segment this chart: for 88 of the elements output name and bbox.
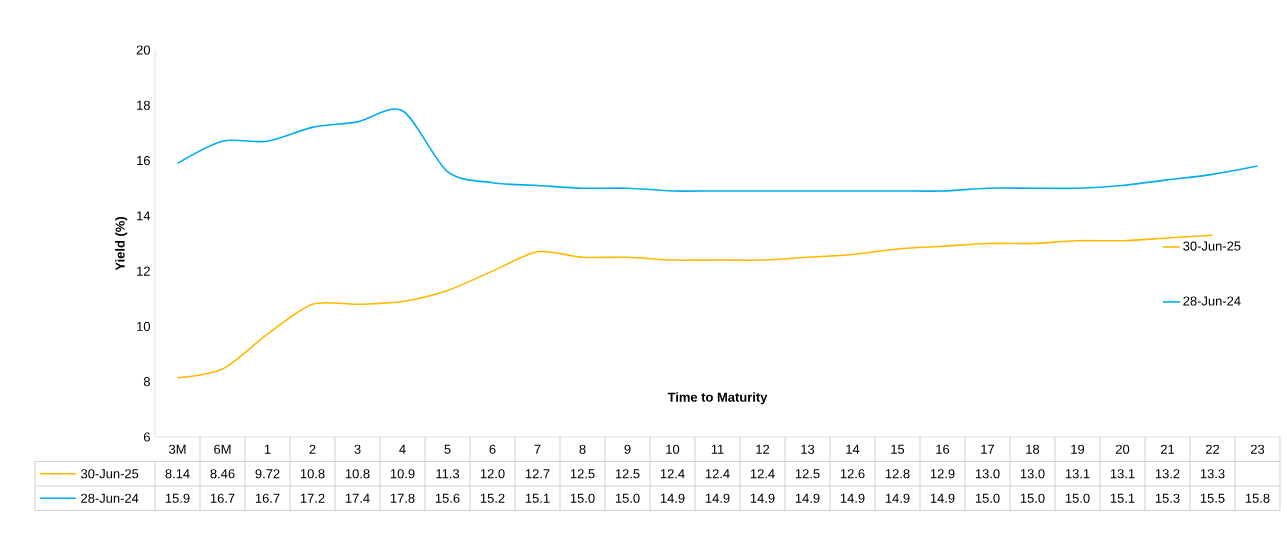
data-label: 13.0 — [1020, 469, 1045, 479]
data-label: 14.9 — [930, 493, 955, 503]
data-label: 15.1 — [525, 493, 550, 503]
data-label: 17.2 — [300, 493, 325, 503]
data-label: 14.9 — [660, 493, 685, 503]
x-tick-label: 3 — [354, 444, 361, 454]
data-label: 14.9 — [705, 493, 730, 503]
data-label: 10.9 — [390, 469, 415, 479]
x-tick-label: 20 — [1115, 444, 1130, 454]
x-tick-label: 9 — [624, 444, 631, 454]
data-label: 12.6 — [840, 469, 865, 479]
data-label: 15.0 — [1065, 493, 1090, 503]
data-label: 17.8 — [390, 493, 415, 503]
data-label: 15.2 — [480, 493, 505, 503]
data-label: 14.9 — [795, 493, 820, 503]
data-label: 15.6 — [435, 493, 460, 503]
legend-label: 28-Jun-24 — [1183, 296, 1241, 306]
data-label: 15.3 — [1155, 493, 1180, 503]
y-tick-label: 8 — [143, 377, 150, 387]
x-tick-label: 12 — [756, 444, 770, 454]
x-tick-label: 22 — [1205, 444, 1220, 454]
data-label: 9.72 — [255, 469, 280, 479]
x-tick-label: 8 — [579, 444, 586, 454]
data-label: 12.5 — [795, 469, 820, 479]
legend-label: 30-Jun-25 — [1183, 241, 1241, 251]
data-label: 12.9 — [930, 469, 955, 479]
y-tick-label: 14 — [137, 211, 151, 221]
data-label: 10.8 — [345, 469, 370, 479]
x-tick-label: 13 — [801, 444, 815, 454]
data-label: 14.9 — [750, 493, 775, 503]
y-tick-label: 16 — [137, 155, 150, 166]
data-label: 12.4 — [705, 469, 730, 479]
data-label: 13.1 — [1065, 469, 1090, 479]
data-label: 15.0 — [615, 493, 640, 503]
x-tick-label: 14 — [846, 444, 860, 454]
data-label: 12.4 — [750, 469, 775, 479]
data-label: 17.4 — [345, 493, 370, 503]
x-tick-label: 7 — [534, 444, 541, 454]
x-tick-label: 6 — [489, 444, 496, 454]
data-label: 12.4 — [660, 469, 685, 479]
x-tick-label: 19 — [1071, 444, 1085, 454]
text: 30-Jun-25 — [81, 469, 139, 479]
data-label: 11.3 — [436, 469, 460, 479]
x-tick-label: 10 — [666, 444, 680, 454]
text: 28-Jun-24 — [81, 493, 139, 503]
data-label: 13.2 — [1155, 469, 1180, 479]
x-tick-label: 16 — [936, 444, 950, 454]
x-tick-label: 1 — [264, 444, 271, 454]
x-tick-label: 4 — [399, 444, 406, 454]
y-tick-label: 10 — [137, 321, 150, 331]
y-axis-title: Yield (%) — [115, 217, 128, 271]
data-label: 15.0 — [570, 493, 595, 503]
data-label: 10.8 — [300, 469, 325, 479]
x-tick-label: 5 — [444, 444, 451, 454]
data-label: 15.5 — [1200, 493, 1225, 503]
data-label: 12.5 — [615, 469, 640, 479]
data-label: 15.0 — [975, 493, 1000, 503]
x-tick-label: 15 — [891, 444, 905, 454]
data-label: 8.46 — [210, 469, 235, 479]
x-tick-label: 11 — [711, 444, 724, 454]
data-label: 12.7 — [525, 469, 550, 479]
data-label: 14.9 — [885, 493, 910, 503]
x-tick-label: 23 — [1250, 444, 1265, 454]
data-label: 13.0 — [975, 469, 1000, 479]
data-label: 12.0 — [480, 469, 505, 479]
x-tick-label: 21 — [1160, 444, 1175, 454]
data-label: 16.7 — [255, 493, 280, 503]
x-tick-label: 3M — [169, 444, 186, 454]
y-tick-label: 20 — [136, 45, 150, 55]
x-tick-label: 2 — [309, 444, 316, 454]
y-tick-label: 18 — [137, 100, 150, 110]
data-label: 15.1 — [1110, 493, 1135, 503]
y-tick-label: 6 — [143, 432, 150, 442]
x-axis-title: Time to Maturity — [667, 392, 768, 405]
data-label: 15.0 — [1020, 493, 1045, 503]
data-label: 12.5 — [570, 469, 595, 479]
data-label: 15.9 — [165, 493, 190, 503]
data-label: 16.7 — [210, 493, 235, 503]
y-tick-label: 12 — [137, 266, 150, 276]
data-label: 15.8 — [1245, 493, 1270, 503]
data-label: 8.14 — [165, 469, 190, 479]
x-tick-label: 17 — [981, 444, 995, 454]
data-label: 13.1 — [1110, 469, 1135, 479]
x-tick-label: 18 — [1026, 444, 1040, 454]
data-label: 14.9 — [840, 493, 865, 503]
data-label: 13.3 — [1200, 469, 1225, 479]
data-label: 12.8 — [885, 469, 910, 479]
x-tick-label: 6M — [214, 444, 231, 454]
